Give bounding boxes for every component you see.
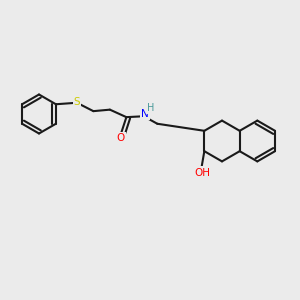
Text: N: N <box>141 109 149 119</box>
Text: H: H <box>147 103 154 113</box>
Text: OH: OH <box>194 167 210 178</box>
Text: O: O <box>117 133 125 142</box>
Text: S: S <box>74 97 80 107</box>
